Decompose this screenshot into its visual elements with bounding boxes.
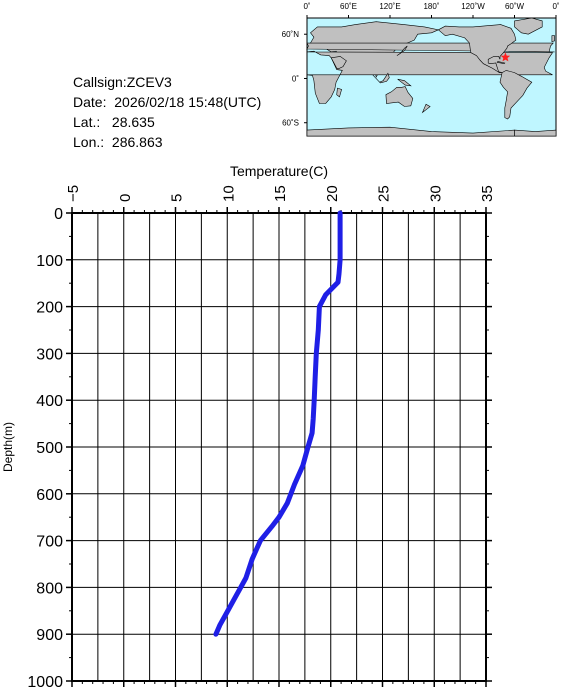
- x-tick-label: 20: [324, 185, 341, 202]
- location-marker-icon: [500, 52, 511, 62]
- y-tick-label: 200: [36, 300, 63, 317]
- station-info: Callsign:ZCEV3 Date: 2026/02/18 15:48(UT…: [73, 72, 261, 152]
- y-tick-label: 700: [36, 534, 63, 551]
- plot-frame: [71, 212, 487, 682]
- y-tick-label: 300: [36, 346, 63, 363]
- map-lat-label: 60˚S: [282, 119, 299, 128]
- y-axis-label: Depth(m): [1, 422, 15, 472]
- axis-ticks: [66, 207, 492, 687]
- map-lat-label: 60˚N: [282, 30, 300, 39]
- y-tick-labels: 0 100 200 300 400 500 600 700 800 900 1000: [27, 206, 63, 690]
- landmass-arabia: [330, 56, 347, 70]
- x-tick-label: 0: [117, 194, 134, 202]
- world-map: 0˚ 60˚E 120˚E 180˚ 120˚W 60˚W 0˚ 60˚N 0˚ 60˚S: [282, 2, 560, 137]
- x-tick-label: 25: [376, 185, 393, 202]
- x-tick-labels: −5 0 5 10 15 20 25 30 35: [65, 185, 496, 202]
- x-tick-label: 5: [169, 194, 186, 202]
- landmass-madagascar: [336, 87, 342, 98]
- date-text: Date: 2026/02/18 15:48(UTC): [73, 94, 262, 110]
- map-land: [306, 17, 557, 137]
- y-tick-label: 500: [36, 440, 63, 457]
- map-lon-label: 120˚E: [379, 2, 400, 11]
- temperature-profile-line: [213, 210, 343, 637]
- y-tick-label: 1000: [27, 674, 63, 690]
- map-labels: 0˚ 60˚E 120˚E 180˚ 120˚W 60˚W 0˚ 60˚N 0˚ 60˚S: [282, 2, 560, 128]
- landmass-cuba: [496, 61, 506, 65]
- x-axis-label: Temperature(C): [230, 163, 328, 179]
- map-lon-label: 0˚: [303, 2, 310, 11]
- map-lat-label: 0˚: [292, 74, 299, 83]
- map-lon-label: 60˚W: [505, 2, 525, 11]
- landmass-new-zealand: [421, 103, 431, 114]
- landmass-new-guinea: [397, 78, 412, 87]
- landmass-borneo-sumatra: [372, 72, 390, 84]
- map-lon-label: 0˚: [552, 2, 559, 11]
- grid: [72, 213, 486, 681]
- landmass-uk: [551, 35, 555, 42]
- y-tick-label: 800: [36, 580, 63, 597]
- x-tick-label: 30: [427, 185, 444, 202]
- y-tick-label: 600: [36, 487, 63, 504]
- x-tick-label: 10: [220, 185, 237, 202]
- landmass-antarctica-east: [514, 129, 557, 137]
- y-tick-label: 100: [36, 253, 63, 270]
- map-ticks: [304, 15, 557, 124]
- longitude-text: Lon.: 286.863: [73, 134, 163, 150]
- map-lon-label: 60˚E: [340, 2, 357, 11]
- landmass-australia: [385, 86, 414, 107]
- y-tick-label: 400: [36, 393, 63, 410]
- landmass-south-america: [499, 70, 533, 120]
- x-tick-label: 35: [479, 185, 496, 202]
- landmass-north-america: [437, 24, 517, 73]
- landmass-greenland: [514, 17, 543, 35]
- callsign-text: Callsign:ZCEV3: [73, 74, 172, 90]
- map-lon-label: 120˚W: [461, 2, 485, 11]
- y-tick-label: 900: [36, 627, 63, 644]
- latitude-text: Lat.: 28.635: [73, 114, 155, 130]
- y-tick-label: 0: [54, 206, 63, 223]
- x-tick-label: 15: [272, 185, 289, 202]
- landmass-japan: [396, 45, 408, 56]
- x-tick-label: −5: [65, 185, 82, 202]
- map-lon-label: 180˚: [423, 2, 439, 11]
